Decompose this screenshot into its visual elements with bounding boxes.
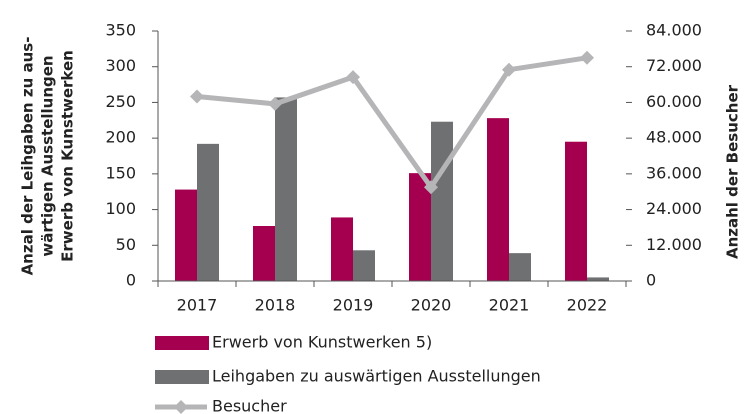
legend-swatch-marker — [174, 400, 188, 414]
y2-tick-label: 48.000 — [646, 128, 702, 147]
bar — [509, 253, 531, 281]
line-marker — [190, 89, 204, 104]
y-axis-title-line: Erwerb von Kunstwerken — [59, 50, 77, 262]
bar — [487, 118, 509, 282]
y-axis-title-line: wärtigen Ausstellungen — [39, 55, 57, 256]
bar — [587, 277, 609, 281]
bar — [565, 141, 587, 281]
line-marker — [268, 96, 282, 111]
legend-label: Leihgaben zu auswärtigen Ausstellungen — [212, 367, 541, 386]
bar — [353, 250, 375, 281]
y-tick-label: 350 — [105, 21, 136, 40]
x-tick-label: 2019 — [333, 296, 374, 315]
y2-tick-label: 84.000 — [646, 21, 702, 40]
line-marker — [424, 180, 438, 195]
x-tick-label: 2020 — [411, 296, 452, 315]
y2-tick-label: 72.000 — [646, 56, 702, 75]
x-tick-label: 2021 — [489, 296, 530, 315]
y-tick-label: 150 — [105, 163, 136, 182]
x-tick-label: 2022 — [567, 296, 608, 315]
y2-axis-title: Anzahl der Besucher — [724, 84, 742, 259]
y2-tick-label: 0 — [646, 271, 656, 290]
bar — [275, 97, 297, 281]
y-tick-label: 300 — [105, 56, 136, 75]
legend-swatch — [155, 370, 209, 384]
bar — [431, 121, 453, 281]
y-tick-label: 50 — [116, 235, 136, 254]
legend-swatch — [155, 336, 209, 350]
legend-label: Erwerb von Kunstwerken 5) — [212, 333, 432, 352]
bar — [197, 143, 219, 281]
legend-label: Besucher — [212, 397, 287, 414]
y-tick-label: 250 — [105, 92, 136, 111]
y-tick-label: 100 — [105, 199, 136, 218]
y2-tick-label: 60.000 — [646, 92, 702, 111]
bar — [331, 217, 353, 281]
line-marker — [346, 70, 360, 85]
line-marker — [502, 62, 516, 77]
line — [196, 55, 588, 192]
y2-tick-label: 36.000 — [646, 163, 702, 182]
bar — [175, 189, 197, 281]
y2-tick-label: 12.000 — [646, 235, 702, 254]
line-marker — [580, 50, 594, 65]
bar — [253, 226, 275, 281]
y-axis-title: Anzal der Leihgaben zu aus- wärtigen Aus… — [19, 37, 77, 276]
x-tick-label: 2018 — [255, 296, 296, 315]
bar — [409, 173, 431, 281]
y2-tick-label: 24.000 — [646, 199, 702, 218]
y-axis-title-line: Anzal der Leihgaben zu aus- — [19, 37, 37, 276]
y-tick-label: 0 — [126, 271, 136, 290]
x-tick-label: 2017 — [177, 296, 218, 315]
y-tick-label: 200 — [105, 128, 136, 147]
